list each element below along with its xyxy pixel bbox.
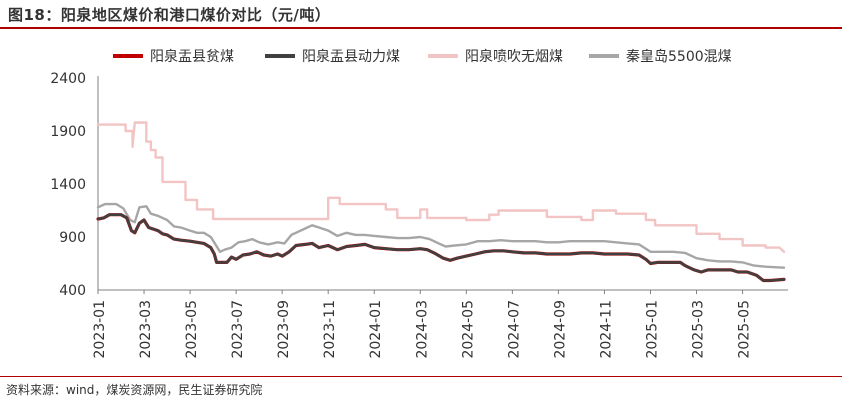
x-tick-label: 2023-03 [138, 300, 154, 359]
x-tick-label: 2025-05 [737, 300, 753, 359]
title-rule [0, 27, 842, 29]
x-tick-label: 2024-03 [414, 300, 430, 359]
y-tick-label: 1400 [50, 177, 86, 193]
y-tick-label: 900 [59, 230, 86, 246]
line-chart: 阳泉盂县贫煤 阳泉盂县动力煤 阳泉喷吹无烟煤 秦皇岛5500混煤 400 900 1400… [50, 48, 788, 359]
chart-legend: 阳泉盂县贫煤 阳泉盂县动力煤 阳泉喷吹无烟煤 秦皇岛5500混煤 [113, 48, 732, 65]
x-tick-label: 2023-01 [92, 300, 108, 359]
x-tick-label: 2024-11 [598, 300, 614, 359]
x-tick-label: 2024-09 [552, 300, 568, 359]
x-tick-label: 2024-05 [460, 300, 476, 359]
x-tick-label: 2023-05 [184, 300, 200, 359]
y-tick-label: 400 [59, 283, 86, 299]
y-axis: 400 900 1400 1900 2400 [50, 71, 99, 299]
x-tick-label: 2023-07 [230, 300, 246, 359]
legend-label-2: 阳泉喷吹无烟煤 [465, 48, 563, 65]
series-line-3 [96, 202, 786, 269]
plot-area [96, 121, 786, 283]
x-tick-label: 2024-01 [368, 300, 384, 359]
x-axis: 2023-01 2023-03 2023-05 2023-07 2023-09 2023-… [92, 289, 788, 359]
x-tick-label: 2025-03 [691, 300, 707, 359]
legend-label-1: 阳泉盂县动力煤 [302, 48, 400, 65]
x-tick-label: 2024-07 [506, 300, 522, 359]
series-line-1 [96, 213, 786, 282]
legend-label-0: 阳泉盂县贫煤 [150, 48, 234, 65]
x-tick-label: 2023-11 [322, 300, 338, 359]
x-tick-label: 2025-01 [644, 300, 660, 359]
x-tick-label: 2023-09 [276, 300, 292, 359]
figure-title: 图18：阳泉地区煤价和港口煤价对比（元/吨） [8, 6, 331, 24]
source-note: 资料来源：wind，煤炭资源网，民生证券研究院 [6, 383, 263, 397]
y-tick-label: 1900 [50, 124, 86, 140]
footer-rule [0, 376, 842, 377]
series-line-2 [96, 121, 786, 253]
y-tick-label: 2400 [50, 71, 86, 87]
legend-label-3: 秦皇岛5500混煤 [626, 49, 732, 65]
